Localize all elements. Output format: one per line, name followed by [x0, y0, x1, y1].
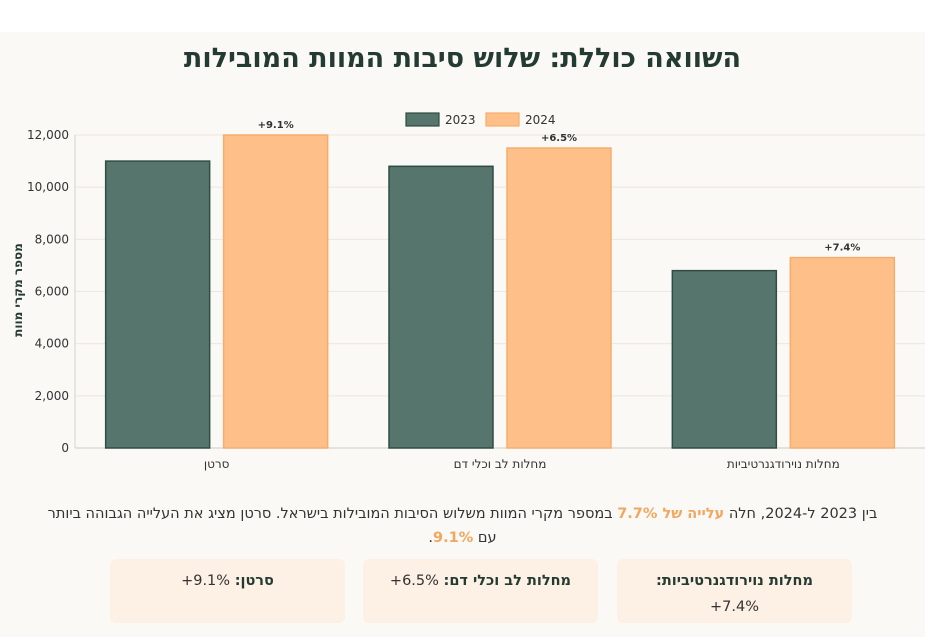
card-neuro-value: +7.4% — [710, 599, 759, 615]
summary-part1: בין 2023 ל-2024, חלה — [724, 506, 878, 522]
bar-2024-1 — [506, 147, 612, 449]
y-axis-title: מספר מקרי מוות — [11, 243, 25, 337]
card-cancer: סרטן: +9.1% — [110, 559, 345, 623]
data-label: +7.4% — [824, 243, 860, 254]
y-tick-label: 10,000 — [27, 180, 69, 194]
chart-title: השוואה כוללת: שלוש סיבות המוות המובילות — [183, 43, 742, 74]
card-cancer-value: +9.1% — [181, 573, 231, 589]
summary-part3: . — [428, 530, 434, 546]
card-heart: מחלות לב וכלי דם: +6.5% — [363, 559, 598, 623]
bar-2024-0 — [222, 134, 329, 449]
card-neuro-label: מחלות נוירודגנרטיביות: — [656, 573, 813, 589]
card-heart-label: מחלות לב וכלי דם: — [443, 573, 572, 589]
x-tick-label: סרטן — [204, 457, 230, 471]
legend-label-2024: 2024 — [525, 113, 556, 127]
card-heart-value: +6.5% — [389, 573, 439, 589]
x-tick-label: מחלות נוירודגנרטיביות — [727, 457, 840, 471]
summary-highlight-cancer: 9.1% — [433, 530, 474, 546]
y-tick-label: 6,000 — [35, 285, 69, 299]
y-tick-label: 8,000 — [35, 232, 69, 246]
legend-swatch-2024 — [485, 112, 520, 127]
summary-part2: במספר מקרי המוות משלוש הסיבות המובילות ב… — [47, 506, 618, 546]
summary-highlight-total: עלייה של 7.7% — [617, 506, 725, 522]
y-tick-label: 2,000 — [35, 389, 69, 403]
bar-2024-2 — [789, 256, 896, 449]
y-tick-label: 4,000 — [35, 337, 69, 351]
card-neuro: מחלות נוירודגנרטיביות: +7.4% — [617, 559, 852, 623]
bar-2023-0 — [104, 160, 211, 449]
data-label: +6.5% — [541, 133, 577, 144]
bar-2023-1 — [388, 165, 494, 449]
data-label: +9.1% — [258, 120, 294, 131]
bar-chart: 0 2,000 4,000 6,000 8,000 10,000 12,000 +9.1% סר… — [27, 112, 925, 471]
y-tick-label: 12,000 — [27, 128, 69, 142]
summary-text: בין 2023 ל-2024, חלה עלייה של 7.7% במספר… — [40, 502, 885, 550]
legend-label-2023: 2023 — [445, 113, 476, 127]
x-tick-label: מחלות לב וכלי דם — [454, 457, 547, 471]
legend-swatch-2023 — [405, 112, 440, 127]
bar-2023-2 — [671, 269, 778, 449]
card-cancer-label: סרטן: — [234, 573, 274, 589]
y-tick-label: 0 — [61, 441, 69, 455]
